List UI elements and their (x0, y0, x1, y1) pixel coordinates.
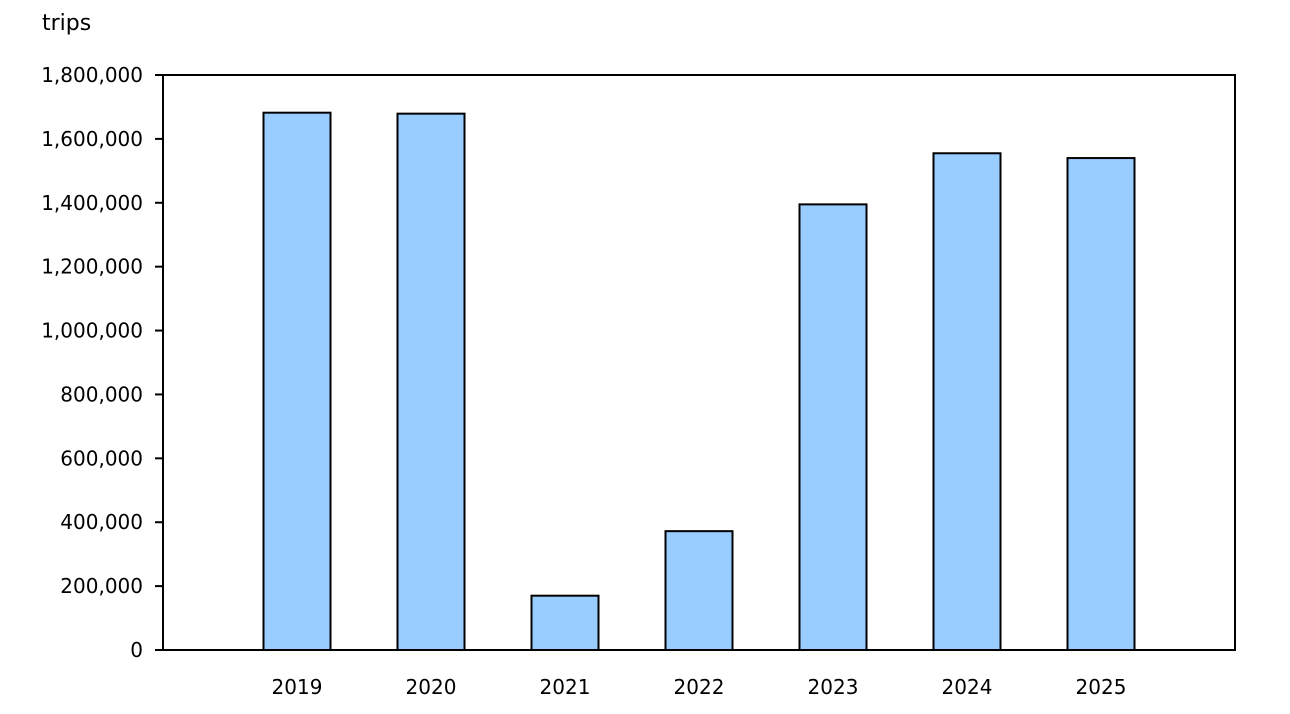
x-tick-label: 2021 (540, 675, 591, 699)
y-tick-label: 1,800,000 (41, 63, 143, 87)
y-tick-label: 0 (130, 638, 143, 662)
bars-group (262, 111, 1136, 652)
y-tick-label: 1,400,000 (41, 191, 143, 215)
x-tick-label: 2025 (1076, 675, 1127, 699)
x-axis: 2019 2020 2021 2022 2023 2024 2025 (272, 675, 1127, 699)
bar-2020 (396, 112, 466, 652)
x-tick-label: 2022 (674, 675, 725, 699)
y-tick-label: 800,000 (60, 382, 143, 406)
x-tick-label: 2023 (808, 675, 859, 699)
bar-2019 (262, 111, 332, 651)
bar-2024 (932, 152, 1002, 651)
bar-2023 (798, 203, 868, 651)
x-tick-label: 2024 (942, 675, 993, 699)
bar-2021 (530, 594, 600, 652)
y-axis-unit-label: trips (42, 11, 91, 36)
y-tick-label: 1,000,000 (41, 319, 143, 343)
y-tick-label: 1,600,000 (41, 127, 143, 151)
x-tick-label: 2020 (406, 675, 457, 699)
x-tick-label: 2019 (272, 675, 323, 699)
plot-area-frame (162, 74, 1236, 651)
y-tick-label: 1,200,000 (41, 255, 143, 279)
y-axis: 0 200,000 400,000 600,000 800,000 1,000,000 1,… (41, 63, 163, 662)
y-tick-label: 200,000 (60, 574, 143, 598)
bar-2025 (1066, 157, 1136, 652)
bar-2022 (664, 530, 734, 652)
y-tick-label: 600,000 (60, 446, 143, 470)
y-tick-label: 400,000 (60, 510, 143, 534)
